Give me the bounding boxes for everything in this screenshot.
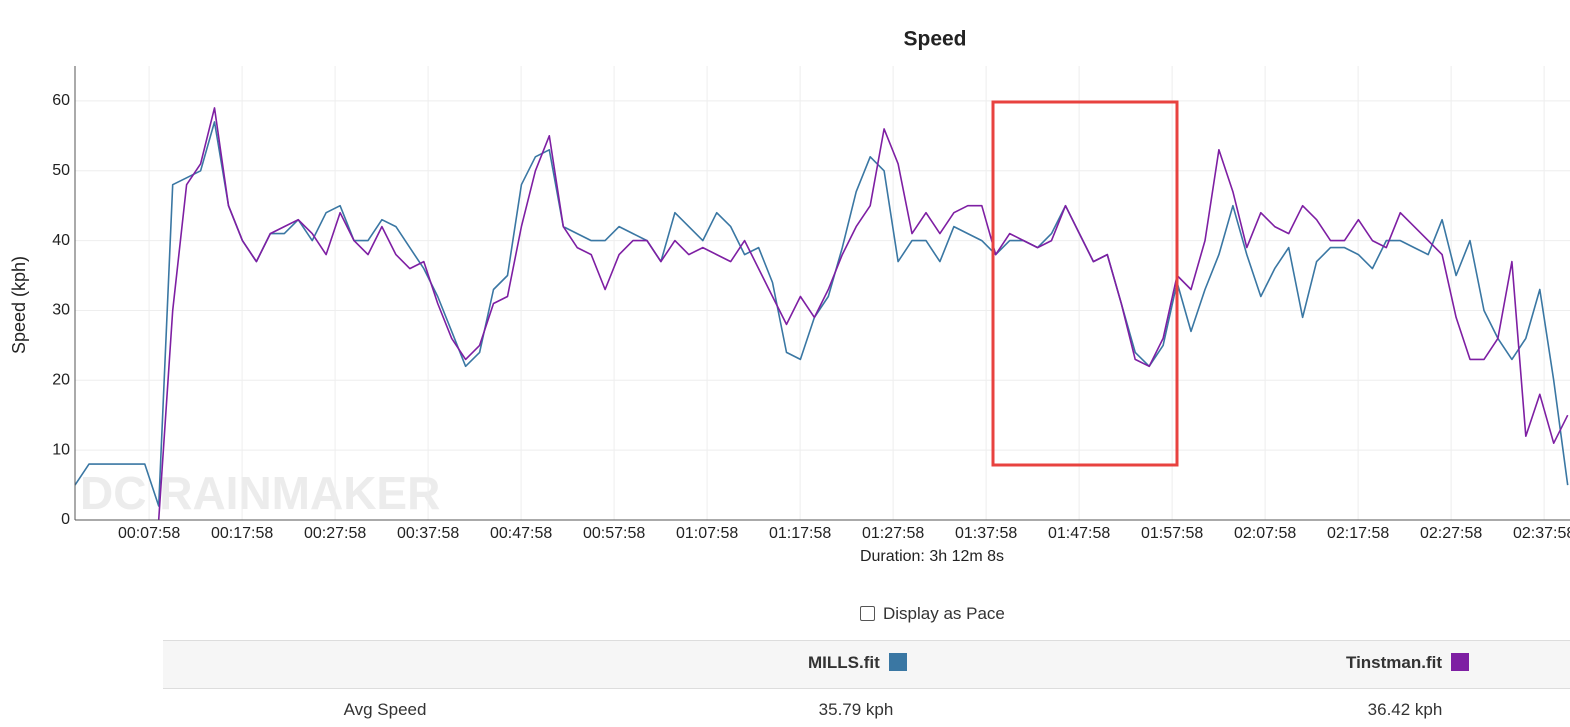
x-tick-label: 02:17:58 — [1327, 525, 1389, 542]
pace-toggle[interactable]: Display as Pace — [860, 604, 1005, 624]
x-axis-label: Duration: 3h 12m 8s — [860, 548, 1004, 565]
x-tick-label: 00:07:58 — [118, 525, 180, 542]
x-tick-label: 01:57:58 — [1141, 525, 1203, 542]
y-tick-label: 20 — [52, 372, 70, 389]
cell: 36.42 kph — [1367, 700, 1443, 719]
lines — [74, 107, 1569, 521]
series-line — [74, 121, 1569, 507]
y-tick-label: 50 — [52, 162, 70, 179]
chart-title: Speed — [903, 28, 966, 51]
x-tick-label: 00:27:58 — [304, 525, 366, 542]
checkbox[interactable] — [860, 606, 875, 621]
x-tick-label: 02:27:58 — [1420, 525, 1482, 542]
y-tick-label: 60 — [52, 92, 70, 109]
grid — [75, 66, 1570, 521]
y-tick-label: 30 — [52, 302, 70, 319]
chart: Speed DC RAINMAKER Duration: 3h 12m 8s S… — [9, 28, 1570, 565]
x-tick-label: 01:17:58 — [769, 525, 831, 542]
x-tick-label: 00:57:58 — [583, 525, 645, 542]
x-tick-label: 01:47:58 — [1048, 525, 1110, 542]
x-tick-label: 02:37:58 — [1513, 525, 1570, 542]
x-tick-label: 02:07:58 — [1234, 525, 1296, 542]
series-name: MILLS.fit — [808, 653, 880, 672]
x-tick-label: 00:37:58 — [397, 525, 459, 542]
y-axis-label: Speed (kph) — [9, 256, 29, 354]
x-tick-label: 01:37:58 — [955, 525, 1017, 542]
row-label: Avg Speed — [343, 700, 427, 719]
pace-label: Display as Pace — [883, 604, 1005, 623]
table-header — [163, 640, 1570, 689]
y-tick-label: 40 — [52, 232, 70, 249]
column-header: Tinstman.fit — [1346, 653, 1469, 673]
highlight-box — [991, 100, 1179, 467]
series-line — [157, 107, 1569, 521]
legend-swatch — [888, 653, 907, 671]
column-header: MILLS.fit — [808, 653, 907, 673]
x-tick-label: 00:47:58 — [490, 525, 552, 542]
x-tick-label: 01:27:58 — [862, 525, 924, 542]
x-tick-label: 00:17:58 — [211, 525, 273, 542]
legend-swatch — [1450, 653, 1469, 671]
x-tick-label: 01:07:58 — [676, 525, 738, 542]
y-tick-label: 10 — [52, 441, 70, 458]
series-name: Tinstman.fit — [1346, 653, 1443, 672]
y-tick-label: 0 — [61, 511, 70, 528]
cell: 35.79 kph — [818, 700, 894, 719]
watermark: DC RAINMAKER — [80, 467, 440, 519]
